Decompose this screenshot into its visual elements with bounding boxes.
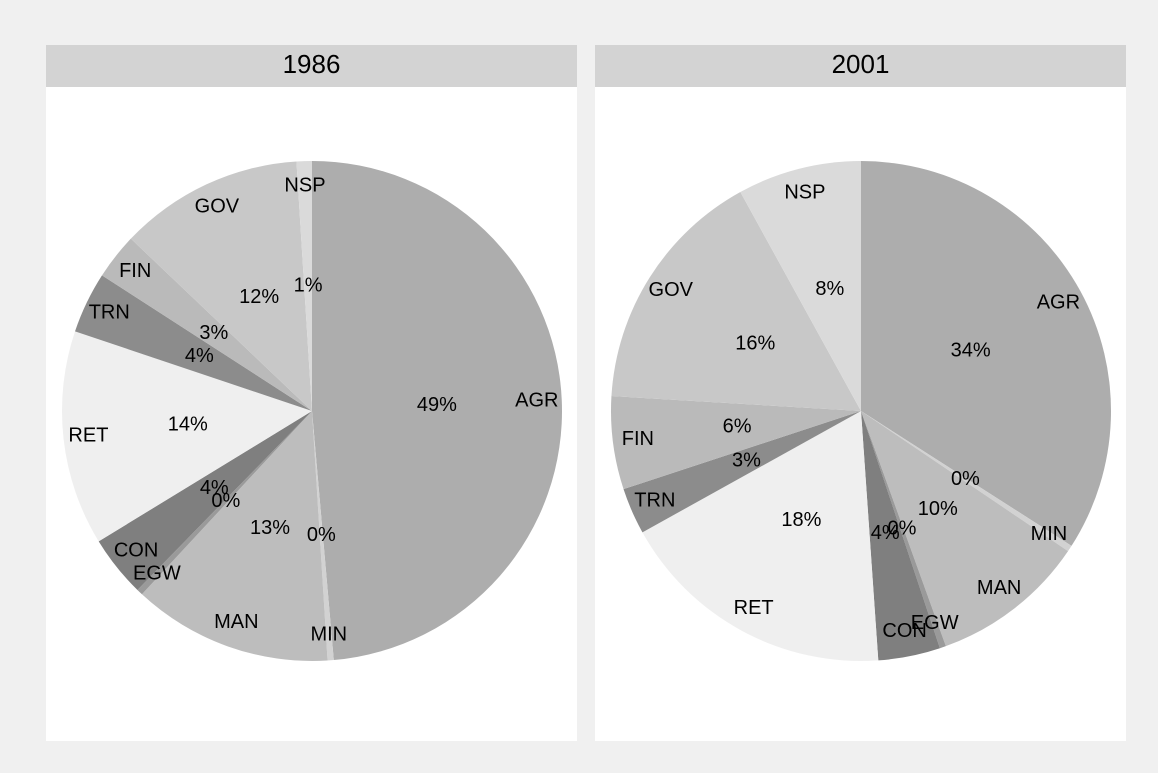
slice-label: MIN (310, 624, 347, 646)
panel-title: 1986 (283, 49, 341, 79)
value-label: 3% (199, 322, 228, 344)
value-label: 49% (417, 394, 457, 416)
value-label: 4% (871, 522, 900, 544)
value-label: 4% (185, 345, 214, 367)
slice-label: GOV (195, 195, 240, 217)
value-label: 8% (815, 278, 844, 300)
pie-slice (740, 161, 861, 411)
pie-slice (861, 161, 1111, 546)
slice-label: RET (734, 597, 774, 619)
pie-slice (312, 161, 563, 661)
value-label: 14% (168, 413, 208, 435)
pie-slice (611, 192, 861, 411)
slice-label: TRN (634, 489, 675, 511)
slice-label: MAN (977, 577, 1021, 599)
panel-header (595, 45, 1126, 87)
pie-slice (61, 331, 312, 542)
value-label: 3% (732, 449, 761, 471)
pie-slice (137, 411, 312, 595)
value-label: 1% (294, 274, 323, 296)
value-label: 0% (307, 524, 336, 546)
slice-label: NSP (284, 174, 325, 196)
slice-label: RET (68, 424, 108, 446)
slice-label: MAN (214, 611, 258, 633)
slice-label: CON (882, 620, 926, 642)
pie-slice (75, 275, 313, 411)
value-label: 10% (918, 498, 958, 520)
pie-slice (861, 411, 940, 661)
slice-label: FIN (119, 260, 151, 282)
value-label: 34% (951, 339, 991, 361)
value-label: 0% (211, 490, 240, 512)
value-label: 6% (723, 415, 752, 437)
slice-label: FIN (622, 428, 654, 450)
slice-label: AGR (515, 389, 558, 411)
pie-slice (861, 411, 1069, 647)
slice-label: CON (114, 540, 158, 562)
value-label: 13% (250, 517, 290, 539)
value-label: 0% (887, 517, 916, 539)
pie-slice (642, 411, 879, 661)
pie-slice (623, 411, 861, 533)
pie-slice (98, 411, 312, 590)
pie-slice (141, 411, 328, 661)
pie-slice (101, 238, 312, 411)
slice-label: NSP (784, 181, 825, 203)
pie-slice (296, 161, 312, 411)
value-label: 18% (781, 509, 821, 531)
slice-label: EGW (911, 612, 959, 634)
pie-slice (861, 411, 946, 649)
slice-label: GOV (649, 279, 694, 301)
slice-label: AGR (1037, 291, 1080, 313)
pie-slice (130, 161, 312, 411)
panel-header (46, 45, 577, 87)
slice-label: EGW (133, 562, 181, 584)
value-label: 16% (735, 333, 775, 355)
pie-slice (861, 411, 1072, 552)
slice-label: TRN (89, 302, 130, 324)
value-label: 0% (951, 468, 980, 490)
value-label: 4% (200, 477, 229, 499)
value-label: 12% (239, 286, 279, 308)
pie-slice (312, 411, 334, 661)
slice-label: MIN (1031, 523, 1068, 545)
panel-title: 2001 (832, 49, 890, 79)
pie-slice (611, 396, 861, 490)
